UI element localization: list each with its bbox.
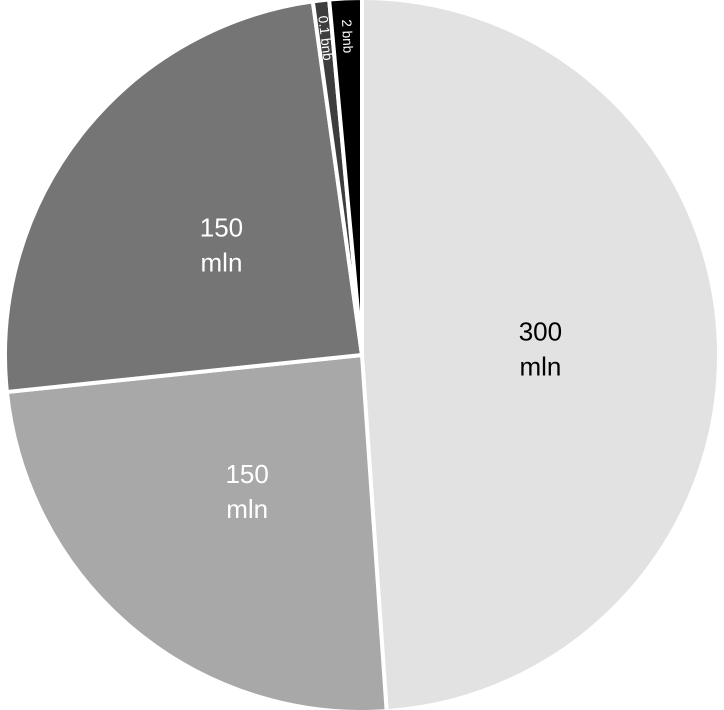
pie-slice [310, 0, 364, 356]
slice-label: 2 bnb [339, 19, 356, 53]
slice-label: 150 mln [200, 212, 243, 277]
slice-label: 150 mln [225, 459, 268, 524]
pie-slice [4, 352, 389, 710]
pie-labels: 300 mln 150 mln 150 mln 0.1 bnb 2 bnb [200, 15, 562, 524]
slice-label: 300 mln [519, 316, 562, 381]
pie-slice [327, 0, 364, 356]
pie-slice [360, 0, 721, 710]
pie-slice [3, 0, 365, 395]
pie-slices [3, 0, 721, 710]
slice-label: 0.1 bnb [315, 15, 335, 61]
